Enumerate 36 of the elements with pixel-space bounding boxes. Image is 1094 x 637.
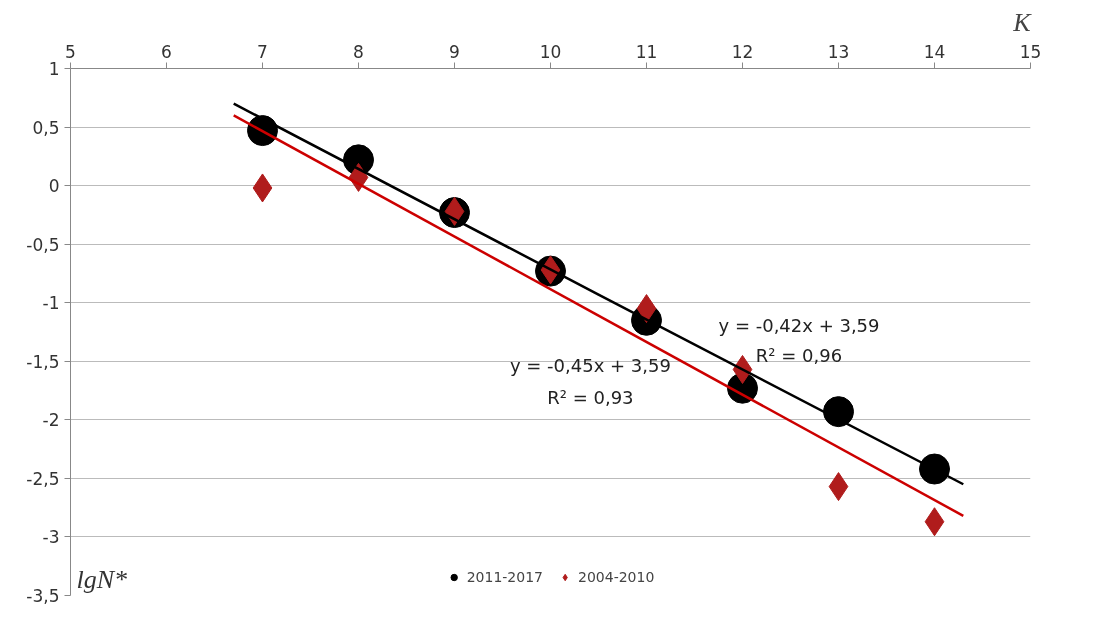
- annotation: y = -0,45x + 3,59: [509, 355, 671, 377]
- y-tick-label: 0: [48, 176, 60, 197]
- x-axis-title: K: [1012, 7, 1033, 37]
- x-tick-label: 6: [161, 41, 172, 62]
- y-tick-label: -1: [42, 293, 60, 314]
- x-tick-label: 12: [731, 41, 754, 62]
- y-tick-label: -3,5: [26, 586, 60, 606]
- x-tick-label: 8: [353, 41, 364, 62]
- y-tick-label: -2: [42, 410, 60, 431]
- y-tick-label: -0,5: [26, 234, 60, 255]
- annotation: y = -0,42x + 3,59: [718, 315, 880, 337]
- x-tick-label: 13: [827, 41, 850, 62]
- x-tick-label: 9: [449, 41, 460, 62]
- point: [252, 173, 273, 203]
- point: [823, 396, 854, 428]
- point: [444, 196, 465, 226]
- x-tick-label: 7: [257, 41, 268, 62]
- legend-label: 2004-2010: [578, 569, 655, 585]
- y-tick-label: -3: [42, 527, 60, 548]
- annotation: R² = 0,93: [547, 387, 634, 409]
- y-tick-label: 0,5: [32, 117, 60, 138]
- y-axis-title: lgN*: [76, 564, 128, 594]
- x-tick-label: 14: [923, 41, 946, 62]
- x-tick-label: 11: [635, 41, 658, 62]
- x-tick-label: 10: [539, 41, 562, 62]
- annotation: R² = 0,96: [755, 345, 843, 367]
- y-tick-label: -2,5: [26, 468, 60, 489]
- point: [636, 294, 657, 324]
- y-tick-label: 1: [48, 59, 60, 79]
- x-tick-label: 5: [65, 41, 76, 62]
- y-tick-label: -1,5: [26, 351, 60, 372]
- point: [828, 472, 849, 502]
- legend-label: 2011-2017: [466, 569, 543, 585]
- point: [924, 507, 945, 537]
- x-tick-label: 15: [1019, 41, 1042, 62]
- point: [919, 453, 950, 485]
